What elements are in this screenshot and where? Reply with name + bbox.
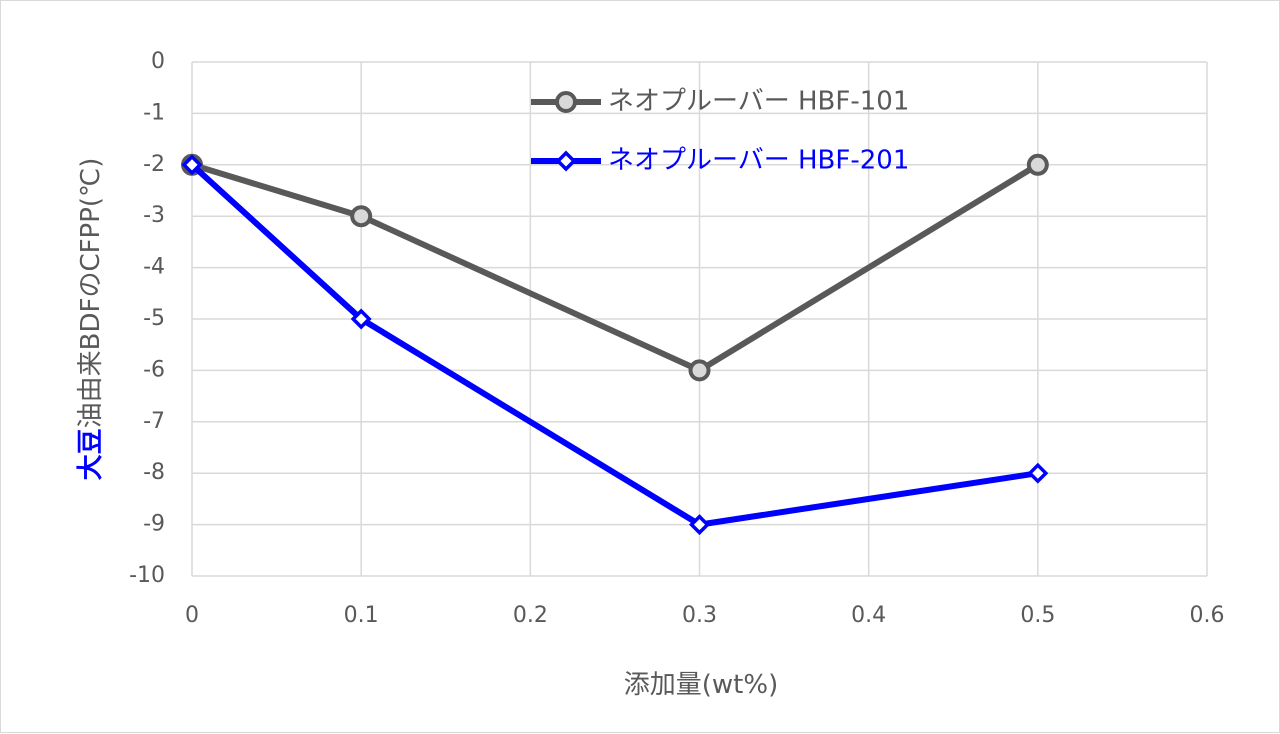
- x-tick-label: 0.2: [513, 603, 548, 628]
- y-tick-label: -4: [143, 255, 165, 280]
- legend: ネオプルーバー HBF-101 ネオプルーバー HBF-201: [531, 87, 909, 176]
- y-axis-title-highlight: 大豆: [76, 428, 106, 480]
- gridlines: [191, 61, 1208, 577]
- y-tick-label: -3: [143, 203, 165, 228]
- data-point-marker: [350, 205, 373, 228]
- legend-label-hbf-101: ネオプルーバー HBF-101: [608, 87, 909, 117]
- x-tick-label: 0.5: [1020, 603, 1055, 628]
- data-point-marker: [350, 308, 372, 330]
- x-axis-title: 添加量(wt%): [624, 670, 778, 700]
- y-tick-label: -6: [143, 357, 165, 382]
- y-axis-title: 大豆油由来BDFのCFPP(℃): [76, 158, 106, 481]
- data-point-marker: [181, 154, 203, 176]
- y-tick-label: -5: [143, 306, 165, 331]
- series-lines: [181, 153, 1049, 536]
- series-line: [191, 161, 1040, 374]
- legend-swatch-marker: [555, 150, 577, 172]
- series-line: [189, 162, 1039, 528]
- y-tick-label: -10: [129, 563, 165, 588]
- x-tick-label: 0.6: [1190, 603, 1225, 628]
- y-tick-label: -2: [143, 152, 165, 177]
- series-hbf-201: [181, 154, 1049, 536]
- legend-swatch-marker: [555, 91, 577, 113]
- x-tick-label: 0: [185, 603, 199, 628]
- x-tick-label: 0.4: [851, 603, 886, 628]
- legend-item-hbf-201: ネオプルーバー HBF-201: [531, 146, 909, 176]
- x-tick-label: 0.3: [682, 603, 717, 628]
- data-point-marker: [1027, 462, 1049, 484]
- y-axis-tick-labels: 0 -1 -2 -3 -4 -5 -6 -7 -8 -9 -10: [129, 49, 165, 588]
- y-tick-label: -9: [143, 512, 165, 537]
- x-tick-label: 0.1: [344, 603, 379, 628]
- y-tick-label: -8: [143, 460, 165, 485]
- data-point-marker: [688, 359, 711, 382]
- data-point-marker: [555, 150, 577, 172]
- y-tick-label: -7: [143, 409, 165, 434]
- y-axis-title-rest: 油由来BDFのCFPP(℃): [76, 158, 106, 429]
- legend-item-hbf-101: ネオプルーバー HBF-101: [531, 87, 909, 117]
- legend-label-hbf-201: ネオプルーバー HBF-201: [608, 146, 909, 176]
- data-point-marker: [1026, 153, 1049, 176]
- y-tick-label: -1: [143, 100, 165, 125]
- data-point-marker: [689, 514, 710, 536]
- x-axis-tick-labels: 0 0.1 0.2 0.3 0.4 0.5 0.6: [185, 603, 1225, 628]
- data-point-marker: [555, 91, 577, 113]
- y-tick-label: 0: [151, 49, 165, 74]
